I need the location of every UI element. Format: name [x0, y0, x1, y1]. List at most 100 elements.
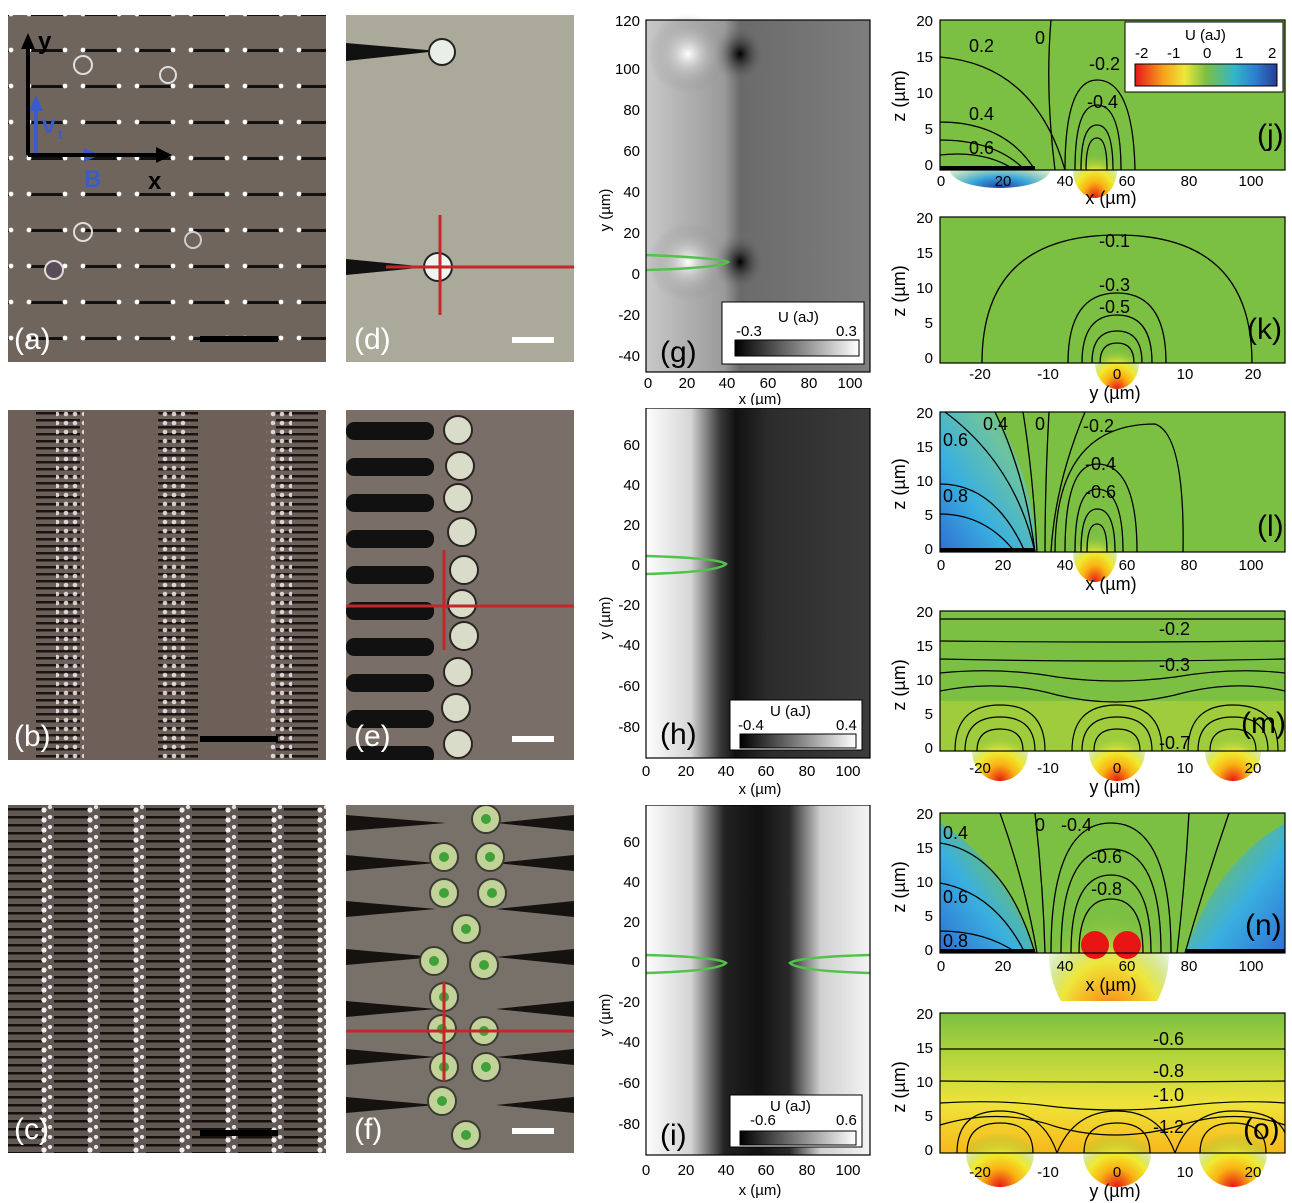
ylabel-k: z (µm): [889, 265, 909, 316]
xlabel-k: y (µm): [1089, 383, 1140, 403]
ytick-label: -80: [618, 719, 640, 736]
contour-label: 0.8: [943, 931, 968, 951]
xtick-label: 0: [1113, 366, 1121, 383]
ytick-label: 40: [623, 874, 640, 891]
micrograph-d: (d): [346, 15, 574, 362]
xticks-k: -20 -10 0 10 20: [969, 366, 1261, 383]
ytick-label: 5: [925, 507, 933, 524]
chart-l: 0.4 0 -0.2 0.6 -0.4 -0.6 0.8 (l) 20 15 1…: [889, 405, 1286, 594]
xtick-label: 40: [1057, 173, 1074, 190]
xticks-h: 0 20 40 60 80 100: [642, 763, 861, 780]
ylabel-l: z (µm): [889, 458, 909, 509]
colorbar-tick: -2: [1135, 45, 1148, 62]
xtick-label: 0: [937, 557, 945, 574]
yticks-l: 20 15 10 5 0: [916, 405, 933, 558]
ytick-label: -60: [618, 678, 640, 695]
ytick-label: 0: [632, 954, 640, 971]
colorbar-tick: 1: [1235, 45, 1243, 62]
electrode-stripes-b: [8, 410, 326, 760]
ytick-label: 10: [916, 85, 933, 102]
xtick-label: 20: [1245, 1164, 1262, 1181]
panel-label-k: (k): [1247, 313, 1282, 346]
chart-i: U (aJ) -0.6 0.6 60 40 20 0 -20 -40 -60 -…: [597, 805, 871, 1199]
ytick-label: 15: [916, 638, 933, 655]
contour-label: 0.6: [969, 138, 994, 158]
ytick-label: 10: [916, 473, 933, 490]
ytick-label: 10: [916, 874, 933, 891]
xlabel-j: x (µm): [1085, 188, 1136, 208]
xtick-label: 20: [995, 958, 1012, 975]
xtick-label: 40: [719, 375, 736, 392]
contour-label: -0.7: [1159, 733, 1190, 753]
xlabel-i: x (µm): [739, 1182, 782, 1199]
contour-label: 0.8: [943, 486, 968, 506]
xtick-label: -10: [1037, 1164, 1059, 1181]
contour-label: 0.6: [943, 887, 968, 907]
chart-h: U (aJ) -0.4 0.4 60 40 20 0 -20 -40 -60 -…: [597, 408, 871, 798]
ytick-label: 5: [925, 315, 933, 332]
xtick-label: 80: [799, 763, 816, 780]
xtick-label: 100: [1238, 958, 1263, 975]
panel-label-e: (e): [354, 720, 391, 753]
scale-bar-c: [200, 1130, 278, 1136]
panel-label-i: (i): [660, 1119, 687, 1152]
scale-bar-f: [512, 1128, 554, 1134]
ytick-label: 20: [916, 1006, 933, 1023]
contour-label: -0.4: [1087, 92, 1118, 112]
panel-label-j: (j): [1257, 119, 1284, 152]
contour-label: -0.3: [1159, 655, 1190, 675]
contour-label: -0.6: [1085, 482, 1116, 502]
xtick-label: 80: [799, 1162, 816, 1179]
yticks-m: 20 15 10 5 0: [916, 604, 933, 757]
contour-label: -0.2: [1083, 416, 1114, 436]
contour-label: -0.3: [1099, 275, 1130, 295]
micrograph-a: y x v t B (a): [8, 15, 326, 362]
ytick-label: 0: [925, 942, 933, 959]
xtick-label: -10: [1037, 760, 1059, 777]
ylabel-h: y (µm): [597, 597, 614, 640]
contour-label: -1.2: [1153, 1117, 1184, 1137]
xlabel-o: y (µm): [1089, 1181, 1140, 1201]
xticks-g: 0 20 40 60 80 100: [644, 375, 863, 392]
xtick-label: -20: [969, 760, 991, 777]
xticks-o: -20 -10 0 10 20: [969, 1164, 1261, 1181]
ytick-label: 5: [925, 908, 933, 925]
ytick-label: 100: [615, 61, 640, 78]
panel-label-a: (a): [14, 323, 51, 356]
contour-label: -0.6: [1153, 1029, 1184, 1049]
xtick-label: -10: [1037, 366, 1059, 383]
contour-label: -0.4: [1085, 454, 1116, 474]
xtick-label: 20: [995, 173, 1012, 190]
ytick-label: -20: [618, 994, 640, 1011]
colorbar-tick: -1: [1167, 45, 1180, 62]
ylabel-j: z (µm): [889, 70, 909, 121]
ytick-label: 120: [615, 13, 640, 30]
ytick-label: 10: [916, 1074, 933, 1091]
xlabel-l: x (µm): [1085, 574, 1136, 594]
xtick-label: 80: [1181, 173, 1198, 190]
colorbar-tick: 2: [1268, 45, 1276, 62]
ytick-label: 60: [623, 834, 640, 851]
xtick-label: 10: [1177, 1164, 1194, 1181]
ytick-label: 40: [623, 184, 640, 201]
colorbar-min-i: -0.6: [750, 1112, 776, 1129]
axis-x-label: x: [148, 168, 162, 195]
xtick-label: 0: [644, 375, 652, 392]
colorbar-title-i: U (aJ): [770, 1098, 811, 1115]
ytick-label: 5: [925, 121, 933, 138]
contour-label: -0.1: [1099, 231, 1130, 251]
micrograph-f: (f): [346, 805, 574, 1153]
contour-label: 0.4: [983, 414, 1008, 434]
xtick-label: 100: [835, 1162, 860, 1179]
contour-label: 0.4: [943, 823, 968, 843]
xtick-label: 0: [1113, 760, 1121, 777]
xtick-label: 0: [1113, 1164, 1121, 1181]
contour-label: -1.0: [1153, 1085, 1184, 1105]
electrode-dense-c: [8, 805, 326, 1153]
velocity-label: v: [42, 112, 56, 139]
ytick-label: -40: [618, 637, 640, 654]
xtick-label: 80: [801, 375, 818, 392]
panel-label-h: (h): [660, 718, 697, 751]
chart-o: -0.6 -0.8 -1.0 -1.2 (o) 20 15 10 5 0 -20…: [889, 1006, 1286, 1201]
ytick-label: -40: [618, 1034, 640, 1051]
